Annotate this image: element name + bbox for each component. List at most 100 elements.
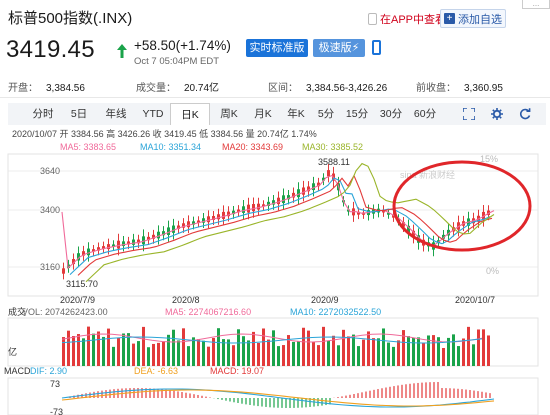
page-header: 标普500指数(.INX) 在APP中查看 + 添加自选 ... (0, 0, 550, 34)
candle-body (147, 236, 150, 241)
volume-bar (437, 337, 440, 366)
tab-ytd[interactable]: YTD (142, 108, 164, 120)
price-change: +58.50(+1.74%) (134, 38, 231, 53)
candle-body (212, 216, 215, 220)
volume-bar (187, 346, 190, 366)
volume-bar (222, 339, 225, 366)
candle-body (287, 195, 290, 200)
candle-body (307, 186, 310, 192)
volume-ma10-legend: MA10: 2272032522.50 (290, 307, 381, 317)
candlesticks (62, 164, 490, 280)
mobile-icon[interactable] (372, 40, 381, 55)
candle-body (172, 225, 175, 233)
candle-body (347, 209, 350, 212)
y-label-3160: 3160 (40, 262, 60, 272)
volume-bar (102, 336, 105, 366)
y-label-3400: 3400 (40, 205, 60, 215)
candle-body (312, 183, 315, 191)
volume-bar (237, 329, 240, 366)
candle-body (142, 236, 145, 245)
candle-body (97, 247, 100, 251)
ma-line (61, 174, 495, 270)
macd-dea-legend: DEA: -6.63 (134, 366, 178, 376)
fullscreen-icon[interactable] (463, 108, 475, 120)
volume-bar (207, 346, 210, 366)
volume-bar (487, 335, 490, 366)
kline-chart[interactable]: 2020/10/07 开 3384.56 高 3426.26 收 3419.45… (0, 126, 550, 415)
corner-tab[interactable]: ... (522, 0, 550, 9)
candle-body (187, 221, 190, 228)
volume-bar (147, 347, 150, 366)
volume-bar (387, 342, 390, 366)
tab-monthly-k[interactable]: 月K (254, 108, 272, 120)
candle-body (407, 225, 410, 233)
reset-icon[interactable] (519, 108, 531, 120)
volume-bar (467, 326, 470, 366)
volume-bar (322, 326, 325, 366)
tab-yearly-k[interactable]: 年K (287, 108, 305, 120)
tab-30min[interactable]: 30分 (379, 108, 403, 120)
pct-label-15: 15% (480, 154, 498, 164)
tab-intraday[interactable]: 分时 (32, 108, 54, 120)
volume-bar (432, 335, 435, 366)
ma-lines (61, 162, 495, 283)
volume-bar (442, 347, 445, 366)
volume-bar (177, 340, 180, 366)
volume-bar (257, 342, 260, 366)
volume-bar (337, 345, 340, 366)
volume-bars (61, 326, 490, 366)
volume-bar (267, 339, 270, 366)
volume-bar (232, 345, 235, 366)
volume-bar (382, 328, 385, 366)
candle-body (177, 225, 180, 229)
volume-bar (362, 339, 365, 366)
volume-ma5-legend: MA5: 2274067216.60 (165, 307, 251, 317)
volume-unit: 亿 (8, 346, 17, 357)
fast-version-label: 极速版 (318, 42, 352, 54)
add-watchlist-button[interactable]: + 添加自选 (440, 9, 506, 28)
candle-body (162, 231, 165, 236)
volume-bar (482, 329, 485, 366)
realtime-standard-button[interactable]: 实时标准版 (246, 39, 308, 57)
volume-bar (132, 343, 135, 366)
candle-body (92, 249, 95, 252)
ma5-legend: MA5: 3383.65 (60, 142, 116, 152)
tab-5day[interactable]: 5日 (70, 108, 88, 120)
macd-dea-line (61, 389, 495, 407)
view-in-app-link[interactable]: 在APP中查看 (368, 11, 446, 27)
last-price: 3419.45 (6, 36, 95, 63)
tab-5min[interactable]: 5分 (317, 108, 335, 120)
volume-bar (152, 343, 155, 366)
candle-body (297, 189, 300, 198)
volume-bar (212, 337, 215, 366)
tab-year-line[interactable]: 年线 (105, 108, 127, 120)
volume-bar (312, 341, 315, 366)
candle-body (82, 251, 85, 256)
y-label-3640: 3640 (40, 166, 60, 176)
quote-time: Oct 7 05:04PM EDT (134, 56, 220, 67)
volume-bar (397, 340, 400, 366)
tab-weekly-k[interactable]: 周K (220, 108, 238, 120)
volume-bar (357, 346, 360, 366)
tab-60min[interactable]: 60分 (413, 108, 437, 120)
candle-body (412, 230, 415, 238)
volume-bar (217, 328, 220, 366)
candle-body (232, 210, 235, 215)
settings-gear-icon[interactable] (491, 108, 503, 120)
high-label: 3588.11 (318, 157, 350, 167)
ma10-legend: MA10: 3351.34 (140, 142, 201, 152)
tab-15min[interactable]: 15分 (345, 108, 369, 120)
period-tabs: 分时 5日 年线 YTD 日K 周K 月K 年K 5分 15分 30分 60分 (8, 103, 546, 125)
fast-version-button[interactable]: 极速版⚡ (313, 39, 365, 57)
candle-body (77, 253, 80, 261)
candle-body (282, 195, 285, 204)
price-frame (7, 153, 539, 297)
volume-bar (327, 340, 330, 366)
tab-daily-k[interactable]: 日K (170, 103, 210, 125)
volume-bar (292, 341, 295, 366)
chart-info-line: 2020/10/07 开 3384.56 高 3426.26 收 3419.45… (12, 128, 317, 139)
candle-body (447, 229, 450, 236)
candle-body (252, 204, 255, 212)
divider (0, 97, 550, 98)
volume-bar (112, 346, 115, 366)
